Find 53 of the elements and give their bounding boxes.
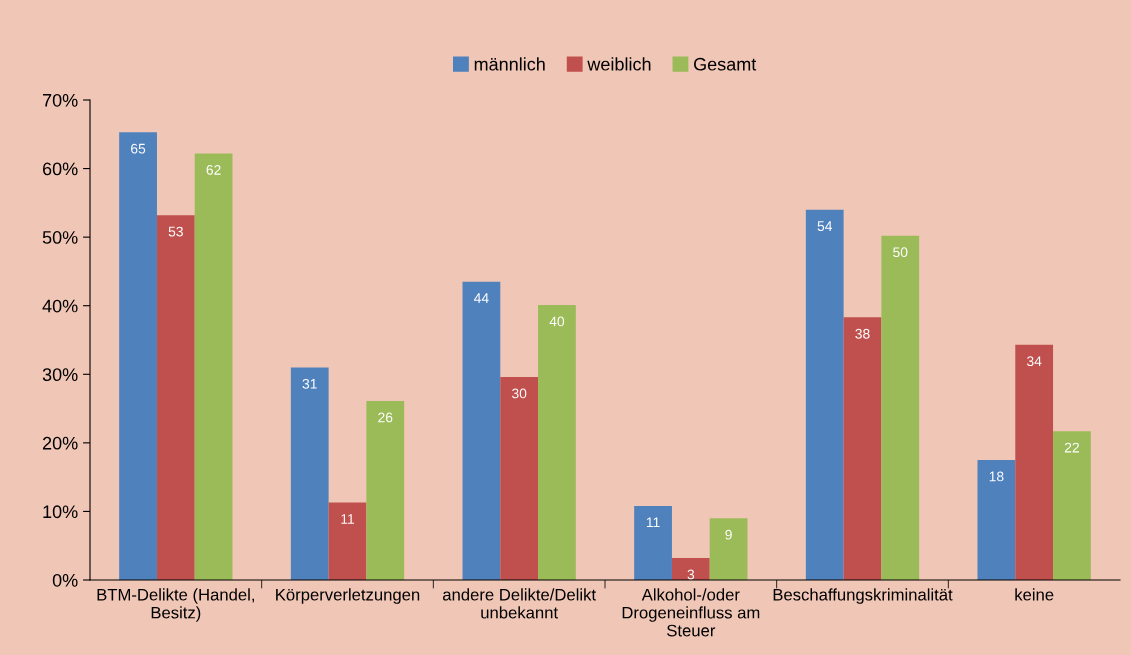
y-tick-label: 50%: [42, 231, 78, 244]
data-label: 53: [168, 226, 183, 237]
bar: [500, 377, 539, 580]
data-label: 30: [511, 388, 527, 399]
data-label: 18: [989, 471, 1004, 482]
bar: [538, 305, 576, 580]
data-label: 11: [646, 517, 660, 528]
data-label: 44: [474, 293, 489, 303]
y-tick-label: 70%: [42, 93, 78, 107]
bar: [977, 460, 1016, 580]
y-tick-label: 40%: [42, 299, 78, 313]
bar: [881, 235, 920, 580]
bar: [805, 209, 844, 580]
legend-label: weiblich: [587, 57, 651, 71]
legend-label: Gesamt: [694, 57, 757, 71]
data-label: 22: [1064, 442, 1079, 453]
x-tick-label: andere Delikte/Delikt unbekannt: [442, 588, 596, 619]
data-label: 26: [378, 412, 393, 423]
x-tick-label: keine: [1015, 588, 1054, 601]
bar: [194, 153, 233, 580]
bar: [156, 215, 195, 580]
x-tick-label: Körperverletzungen: [276, 588, 420, 604]
data-label: 3: [687, 569, 695, 580]
data-label: 65: [131, 143, 146, 154]
x-tick-label: Beschaffungskriminalität: [773, 588, 953, 604]
bar: [634, 505, 672, 580]
data-label: 9: [725, 529, 732, 540]
bar: [119, 132, 157, 580]
bar: [671, 558, 710, 580]
data-label: 40: [549, 316, 565, 327]
data-label: 62: [206, 164, 221, 175]
bar: [709, 518, 748, 580]
y-tick-label: 20%: [42, 436, 78, 450]
data-label: 50: [893, 247, 908, 258]
y-tick-label: 0%: [52, 573, 78, 587]
bar: [328, 502, 367, 580]
bar: [462, 281, 501, 580]
bar: [1053, 431, 1091, 580]
y-tick-label: 10%: [43, 505, 78, 519]
data-label: 11: [341, 514, 355, 524]
data-label: 38: [855, 328, 870, 339]
x-tick-label: Alkohol-/oder Drogeneinfluss am Steuer: [622, 588, 760, 637]
bar: [366, 401, 405, 580]
bar: [843, 317, 882, 580]
bar: [1015, 344, 1054, 580]
bar: [290, 367, 329, 580]
data-label: 54: [817, 221, 833, 232]
data-label: 31: [302, 378, 317, 389]
x-tick-label: BTM-Delikte (Handel, Besitz): [97, 588, 254, 622]
legend-label: männlich: [474, 57, 545, 71]
y-tick-label: 60%: [42, 162, 78, 176]
data-label: 34: [1026, 356, 1042, 367]
y-tick-label: 30%: [42, 368, 78, 382]
